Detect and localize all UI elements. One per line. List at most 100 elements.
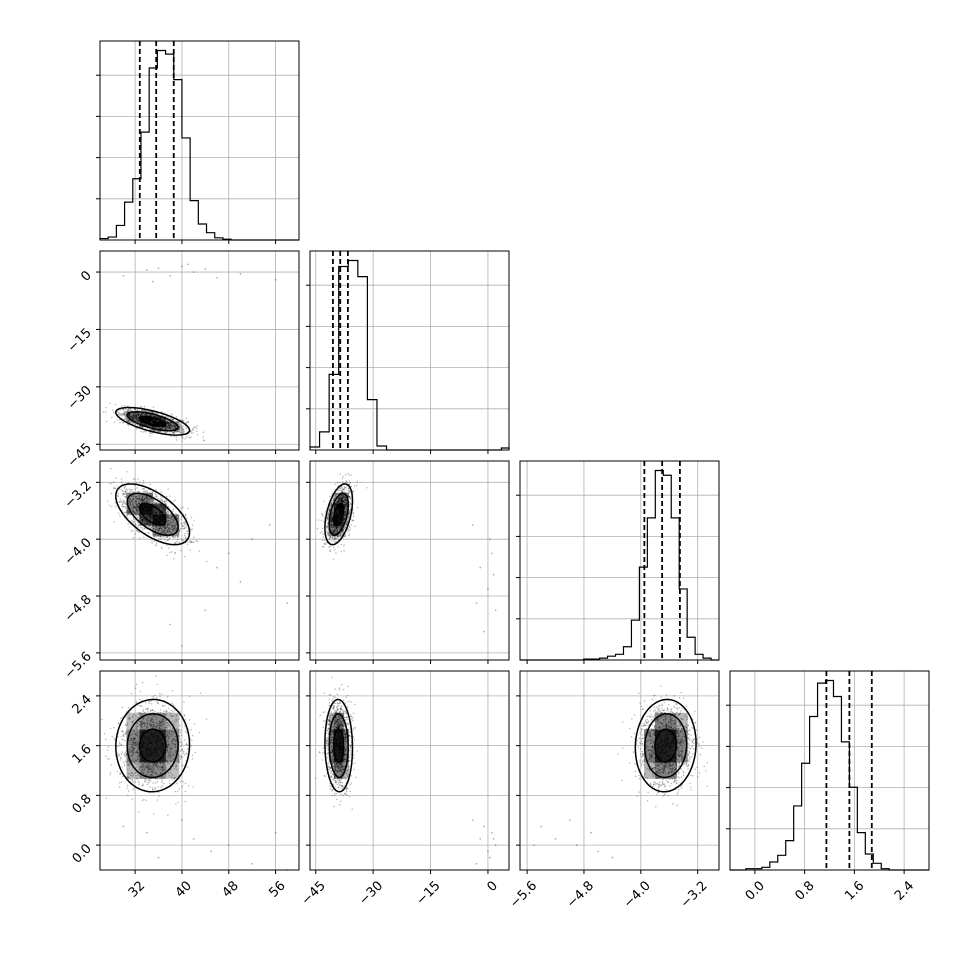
scatter-point — [154, 512, 157, 515]
scatter-point — [151, 709, 154, 712]
scatter-point — [148, 509, 150, 511]
scatter-point — [161, 781, 163, 783]
scatter-point — [156, 525, 158, 527]
scatter-point — [153, 419, 156, 421]
scatter-point — [155, 495, 157, 497]
scatter-point — [132, 510, 135, 513]
scatter-point — [344, 533, 347, 536]
scatter-point — [332, 558, 335, 560]
scatter-point — [175, 431, 178, 433]
scatter-point — [332, 546, 335, 549]
scatter-point — [159, 427, 161, 430]
scatter-point — [153, 503, 156, 506]
scatter-point — [139, 421, 142, 424]
scatter-point — [148, 420, 150, 422]
scatter-point — [148, 410, 150, 413]
scatter-point — [129, 416, 132, 419]
scatter-point — [158, 423, 161, 426]
scatter-point — [323, 543, 326, 545]
scatter-point — [343, 545, 345, 547]
scatter-point — [149, 417, 151, 420]
scatter-point — [125, 507, 127, 509]
outlier-point — [479, 566, 482, 569]
scatter-point — [162, 526, 165, 528]
scatter-point — [327, 533, 329, 535]
scatter-point — [167, 772, 170, 775]
scatter-point — [156, 799, 159, 801]
scatter-point — [146, 414, 148, 417]
scatter-point — [335, 540, 338, 542]
scatter-point — [165, 767, 167, 769]
outlier-point — [475, 602, 478, 605]
scatter-point — [121, 505, 124, 508]
scatter-point — [131, 494, 134, 497]
scatter-point — [152, 429, 155, 432]
scatter-point — [327, 512, 330, 514]
scatter-point — [155, 501, 158, 504]
density-cell — [333, 712, 340, 730]
scatter-point — [124, 740, 126, 742]
scatter-point — [165, 425, 168, 428]
scatter-point — [342, 501, 344, 503]
scatter-point — [331, 538, 334, 540]
scatter-point — [175, 512, 177, 515]
scatter-point — [165, 514, 167, 517]
scatter-point — [161, 418, 163, 420]
scatter-point — [150, 418, 152, 421]
scatter-point — [144, 511, 146, 514]
scatter-point — [179, 432, 181, 434]
scatter-point — [162, 768, 164, 770]
scatter-point — [155, 419, 158, 421]
scatter-point — [146, 744, 149, 747]
scatter-point — [177, 430, 179, 433]
scatter-point — [178, 428, 181, 431]
scatter-point — [161, 547, 163, 550]
scatter-point — [329, 550, 332, 553]
scatter-point — [127, 773, 130, 775]
scatter-point — [153, 426, 155, 428]
scatter-point — [120, 481, 123, 483]
scatter-point — [142, 517, 145, 520]
scatter-point — [175, 426, 177, 429]
scatter-point — [159, 507, 161, 510]
scatter-point — [104, 411, 107, 413]
scatter-point — [334, 483, 336, 486]
scatter-point — [108, 482, 111, 485]
scatter-point — [132, 418, 134, 420]
scatter-point — [149, 483, 151, 486]
scatter-point — [173, 778, 176, 780]
scatter-point — [174, 745, 177, 748]
scatter-point — [128, 526, 131, 528]
scatter-point — [339, 526, 341, 529]
scatter-point — [158, 421, 160, 424]
scatter-point — [329, 496, 331, 498]
scatter-point — [345, 481, 347, 484]
scatter-point — [144, 519, 147, 521]
scatter-point — [166, 421, 168, 424]
scatter-point — [151, 432, 153, 435]
scatter-point — [157, 422, 159, 425]
scatter-point — [146, 510, 149, 513]
scatter-point — [117, 512, 120, 514]
scatter-point — [133, 520, 136, 523]
density-cell — [343, 492, 349, 504]
scatter-point — [114, 487, 116, 490]
scatter-point — [327, 519, 329, 521]
scatter-point — [182, 780, 185, 783]
scatter-point — [348, 534, 350, 537]
scatter-point — [332, 531, 334, 534]
scatter-point — [172, 510, 174, 512]
scatter-point — [140, 516, 143, 518]
scatter-point — [142, 710, 144, 712]
scatter-point — [119, 414, 121, 417]
scatter-point — [132, 498, 135, 500]
scatter-point — [317, 519, 319, 521]
scatter-point — [141, 495, 144, 498]
scatter-point — [147, 419, 149, 422]
scatter-point — [136, 498, 139, 501]
density-cell — [333, 745, 340, 763]
scatter-point — [153, 421, 156, 424]
density-cell — [654, 729, 667, 747]
scatter-point — [135, 417, 137, 419]
scatter-point — [138, 481, 141, 483]
